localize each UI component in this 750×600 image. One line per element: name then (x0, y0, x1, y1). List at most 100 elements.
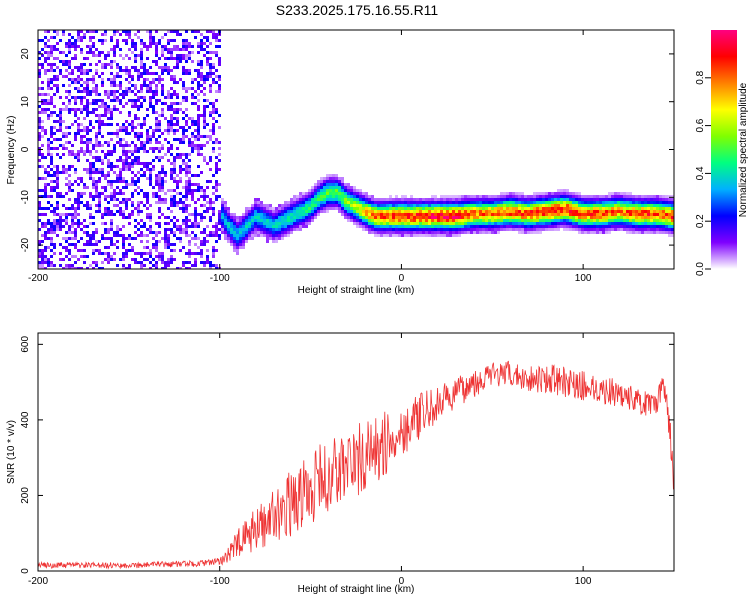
spectrogram-cell (53, 147, 56, 150)
spectrogram-cell (92, 90, 95, 93)
spectrogram-cell (548, 207, 551, 210)
spectrogram-cell (125, 204, 128, 207)
spectrogram-cell (155, 90, 158, 93)
spectrogram-cell (413, 225, 416, 228)
spectrogram-cell (68, 258, 71, 261)
spectrogram-cell (80, 99, 83, 102)
spectrogram-cell (431, 213, 434, 216)
spectrogram-cell (488, 213, 491, 216)
spectrogram-cell (83, 36, 86, 39)
spectrogram-cell (119, 213, 122, 216)
spectrogram-cell (647, 210, 650, 213)
spectrogram-cell (137, 117, 140, 120)
spectrogram-cell (53, 222, 56, 225)
spectrogram-cell (134, 150, 137, 153)
spectrogram-cell (227, 237, 230, 240)
spectrogram-cell (41, 39, 44, 42)
spectrogram-cell (125, 30, 128, 33)
spectrogram-cell (68, 168, 71, 171)
spectrogram-cell (167, 150, 170, 153)
spectrogram-cell (509, 213, 512, 216)
spectrogram-cell (215, 33, 218, 36)
spectrogram-cell (659, 222, 662, 225)
spectrogram-cell (452, 198, 455, 201)
spectrogram-cell (77, 156, 80, 159)
spectrogram-cell (41, 93, 44, 96)
spectrogram-cell (80, 90, 83, 93)
spectrogram-cell (86, 78, 89, 81)
spectrogram-cell (209, 66, 212, 69)
spectrogram-cell (41, 111, 44, 114)
spectrogram-cell (332, 201, 335, 204)
spectrogram-cell (542, 222, 545, 225)
spectrogram-cell (305, 222, 308, 225)
spectrogram-cell (176, 123, 179, 126)
spectrogram-cell (122, 57, 125, 60)
spectrogram-cell (452, 207, 455, 210)
spectrogram-cell (617, 195, 620, 198)
spectrogram-cell (266, 225, 269, 228)
spectrogram-cell (71, 204, 74, 207)
spectrogram-cell (176, 96, 179, 99)
spectrogram-cell (86, 168, 89, 171)
spectrogram-cell (44, 30, 47, 33)
spectrogram-cell (197, 105, 200, 108)
spectrogram-cell (125, 207, 128, 210)
spectrogram-cell (443, 231, 446, 234)
spectrogram-cell (644, 195, 647, 198)
spectrogram-cell (593, 231, 596, 234)
spectrogram-cell (647, 231, 650, 234)
spectrogram-cell (422, 210, 425, 213)
spectrogram-cell (317, 213, 320, 216)
spectrogram-cell (176, 183, 179, 186)
spectrogram-cell (83, 57, 86, 60)
spectrogram-cell (404, 234, 407, 237)
spectrogram-cell (524, 219, 527, 222)
spectrogram-cell (242, 237, 245, 240)
spectrogram-cell (521, 201, 524, 204)
spectrogram-cell (53, 126, 56, 129)
spectrogram-cell (260, 222, 263, 225)
spectrogram-cell (485, 219, 488, 222)
spectrogram-cell (500, 222, 503, 225)
spectrogram-cell (344, 201, 347, 204)
spectrogram-cell (191, 51, 194, 54)
spectrogram-cell (542, 195, 545, 198)
spectrogram-cell (110, 90, 113, 93)
spectrogram-cell (488, 228, 491, 231)
spectrogram-cell (572, 198, 575, 201)
spectrogram-cell (41, 87, 44, 90)
spectrogram-cell (50, 114, 53, 117)
spectrogram-cell (296, 207, 299, 210)
spectrogram-cell (143, 246, 146, 249)
spectrogram-cell (620, 201, 623, 204)
spectrogram-cell (101, 51, 104, 54)
spectrogram-cell (347, 204, 350, 207)
spectrogram-cell (149, 147, 152, 150)
spectrogram-cell (83, 63, 86, 66)
spectrogram-cell (230, 225, 233, 228)
spectrogram-cell (167, 240, 170, 243)
spectrogram-cell (128, 267, 131, 269)
spectrogram-cell (524, 225, 527, 228)
spectrogram-cell (131, 159, 134, 162)
spectrogram-cell (65, 231, 68, 234)
spectrogram-cell (143, 195, 146, 198)
spectrogram-cell (203, 126, 206, 129)
spectrogram-cell (596, 225, 599, 228)
spectrogram-cell (548, 219, 551, 222)
spectrogram-cell (47, 84, 50, 87)
spectrogram-cell (581, 195, 584, 198)
spectrogram-cell (401, 225, 404, 228)
spectrogram-cell (266, 210, 269, 213)
spectrogram-cell (362, 216, 365, 219)
spectrogram-cell (365, 195, 368, 198)
spectrogram-cell (197, 135, 200, 138)
spectrogram-cell (98, 252, 101, 255)
spectrogram-cell (182, 204, 185, 207)
spectrogram-cell (569, 201, 572, 204)
spectrogram-cell (113, 33, 116, 36)
spectrogram-cell (95, 189, 98, 192)
spectrogram-cell (161, 45, 164, 48)
spectrogram-cell (545, 201, 548, 204)
